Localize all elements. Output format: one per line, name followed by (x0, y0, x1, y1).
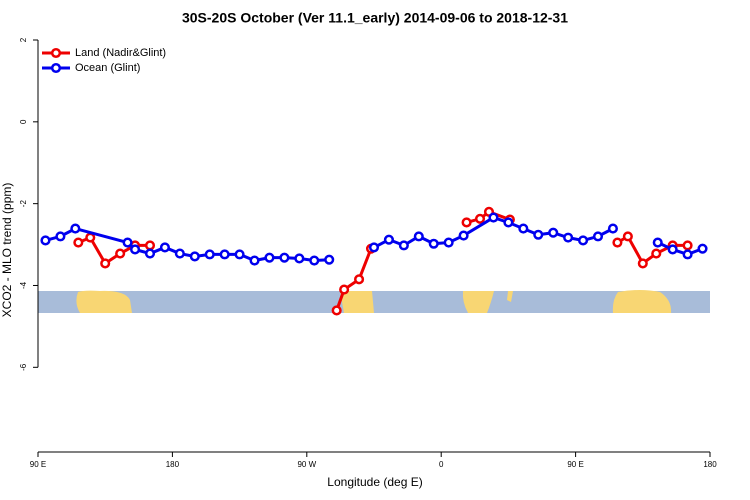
data-point (204, 249, 215, 260)
data-point (518, 223, 529, 234)
data-point (324, 254, 335, 265)
data-point (652, 237, 663, 248)
y-tick-label: 2 (19, 37, 28, 42)
x-tick-label: 180 (703, 460, 717, 469)
y-tick-label: 0 (19, 119, 28, 124)
data-point (73, 237, 84, 248)
data-point (331, 305, 342, 316)
data-point (592, 231, 604, 242)
data-point (174, 248, 185, 259)
data-point (309, 255, 320, 266)
data-point (612, 237, 623, 248)
data-point (398, 240, 409, 251)
data-point (279, 252, 290, 263)
x-tick-label: 180 (166, 460, 180, 469)
legend-label: Land (Nadir&Glint) (75, 47, 166, 59)
data-point (443, 237, 454, 248)
data-point (40, 235, 51, 246)
data-point (354, 274, 365, 285)
data-point (637, 258, 648, 269)
data-point (189, 251, 200, 262)
data-point (488, 212, 499, 223)
data-point (651, 248, 662, 259)
series-line (45, 215, 704, 263)
data-point (503, 217, 514, 228)
data-point (697, 243, 708, 254)
data-point (130, 244, 141, 255)
legend-marker (50, 62, 62, 74)
data-point (159, 242, 170, 253)
data-point (122, 237, 133, 248)
data-point (458, 230, 469, 241)
x-tick-label: 90 W (297, 460, 316, 469)
data-point (461, 217, 472, 228)
data-point (578, 235, 589, 246)
x-tick-label: 0 (439, 460, 444, 469)
y-tick-label: -2 (19, 200, 28, 208)
legend-label: Ocean (Glint) (75, 62, 140, 74)
x-tick-label: 90 E (567, 460, 583, 469)
data-point (548, 227, 559, 238)
data-point (413, 231, 424, 242)
map-background (38, 290, 710, 313)
legend-marker (50, 47, 62, 59)
data-point (55, 231, 66, 242)
y-tick-label: -6 (19, 363, 28, 371)
x-tick-label: 90 E (30, 460, 46, 469)
data-point (85, 232, 96, 243)
data-point (100, 258, 111, 269)
data-point (428, 238, 439, 249)
data-point (339, 284, 350, 295)
data-point (264, 252, 275, 263)
data-point (368, 242, 380, 253)
data-point (144, 248, 156, 259)
data-point (70, 223, 81, 234)
data-point (294, 253, 305, 264)
x-axis-label: Longitude (deg E) (327, 475, 422, 489)
series-line (77, 210, 688, 311)
data-point (474, 213, 486, 224)
data-point (682, 249, 693, 260)
data-point (115, 248, 126, 259)
data-point (667, 244, 678, 255)
data-point (144, 240, 156, 251)
data-point (607, 223, 618, 234)
data-point (383, 234, 394, 245)
chart-title: 30S-20S October (Ver 11.1_early) 2014-09… (182, 10, 568, 26)
data-point (219, 249, 230, 260)
y-axis-label: XCO2 - MLO trend (ppm) (0, 183, 14, 318)
data-point (533, 229, 544, 240)
data-point (249, 255, 260, 266)
data-point (234, 249, 245, 260)
data-point (682, 240, 693, 251)
data-point (563, 232, 574, 243)
y-tick-label: -4 (19, 281, 28, 289)
data-point (622, 231, 633, 242)
